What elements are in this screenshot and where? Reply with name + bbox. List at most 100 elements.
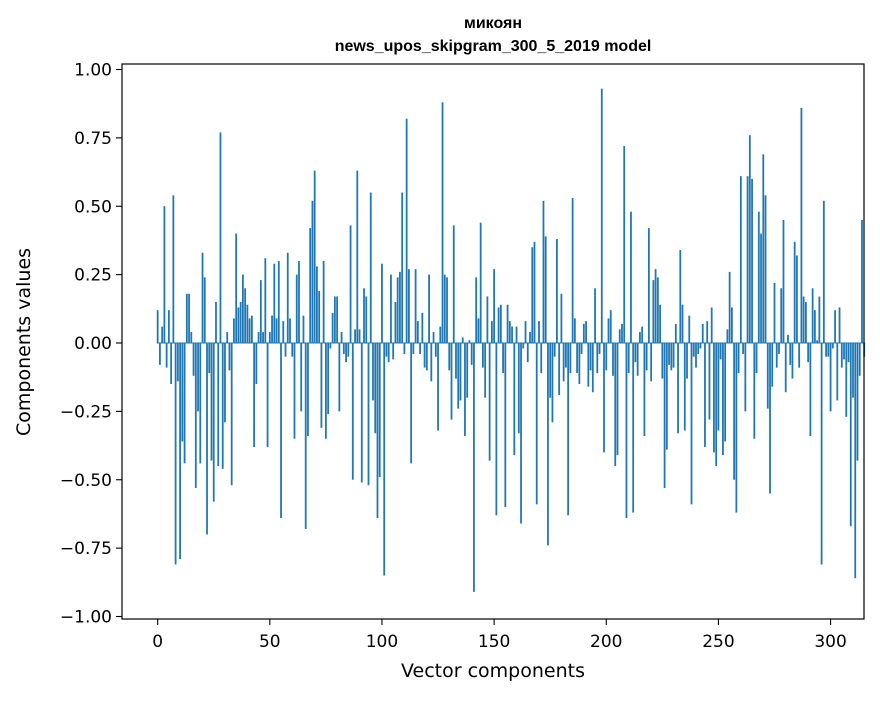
bar-273 [769,343,771,494]
bar-240 [695,343,697,368]
bar-192 [587,343,590,387]
bar-295 [818,296,821,343]
bar-287 [800,107,803,343]
bar-141 [473,343,475,592]
bar-125 [437,343,439,431]
bar-207 [621,323,623,343]
bar-160 [515,326,518,343]
bar-205 [616,343,619,456]
bar-303 [836,343,839,401]
chart-title: микоян [464,15,522,32]
bar-8 [174,343,177,565]
y-tick-label: 0.50 [74,197,112,217]
bar-107 [396,277,399,343]
bar-25 [212,343,215,502]
bar-158 [511,326,513,343]
bar-161 [517,343,520,434]
bar-145 [482,343,484,368]
bar-173 [544,236,547,343]
bar-44 [255,343,258,385]
bar-254 [726,329,729,343]
bar-188 [578,343,581,385]
bar-135 [459,343,462,401]
bar-74 [322,260,325,343]
bar-244 [704,343,706,447]
bar-277 [778,343,780,354]
bar-216 [641,326,644,343]
x-axis-ticks: 0 50 100 150 200 250 300 [152,619,847,652]
bar-144 [479,222,482,343]
bar-227 [665,343,668,450]
bar-131 [450,343,453,420]
bar-291 [809,343,812,436]
bar-0 [156,310,159,343]
bar-96 [372,343,374,401]
bar-59 [289,318,291,343]
bar-217 [643,343,646,436]
bar-265 [751,178,753,343]
bar-26 [215,301,217,343]
bar-108 [399,271,401,343]
bar-235 [683,343,686,431]
bar-281 [787,334,789,343]
bar-123 [432,332,435,343]
bar-230 [672,343,675,368]
bar-301 [831,343,834,349]
bar-67 [307,343,309,436]
bar-76 [327,343,330,415]
bar-136 [461,337,464,343]
bar-279 [782,219,785,343]
bar-308 [847,343,850,363]
bar-212 [632,343,635,513]
bar-88 [354,329,356,343]
bar-6 [170,343,173,385]
bar-104 [390,274,392,344]
bar-305 [840,343,843,368]
bar-41 [248,318,251,343]
bar-112 [407,269,410,343]
bar-113 [410,343,413,464]
bar-290 [807,343,810,363]
bar-33 [230,343,233,486]
bar-20 [201,252,204,343]
bar-294 [816,340,819,343]
bar-24 [210,343,213,461]
y-tick-label: 0.75 [74,129,112,149]
bar-10 [179,343,181,560]
bar-311 [854,343,857,579]
bar-83 [342,343,345,354]
bar-13 [185,293,188,343]
y-axis-label: Components values [13,248,35,436]
bar-37 [239,301,242,343]
bar-106 [394,301,397,343]
bar-9 [176,343,179,382]
bar-73 [320,343,323,428]
bar-101 [383,343,386,576]
y-tick-label: −0.50 [60,471,112,491]
bar-176 [551,343,554,423]
bar-222 [654,269,657,343]
bar-166 [529,332,531,343]
bar-271 [764,195,767,343]
bar-45 [257,332,260,343]
bar-288 [802,296,805,343]
bar-202 [609,310,612,343]
bar-66 [304,343,307,529]
bar-86 [349,225,352,343]
bar-121 [428,274,430,344]
bar-274 [771,343,774,387]
bar-60 [291,343,294,357]
bar-118 [421,312,424,343]
bar-39 [244,288,247,343]
bar-151 [495,343,498,516]
bar-285 [796,255,798,343]
bar-140 [470,343,473,365]
bar-51 [271,315,273,343]
bar-109 [401,192,404,343]
bar-36 [237,307,240,343]
bar-196 [596,343,599,374]
bar-52 [273,263,276,343]
bar-87 [351,343,354,480]
bar-152 [497,307,500,343]
